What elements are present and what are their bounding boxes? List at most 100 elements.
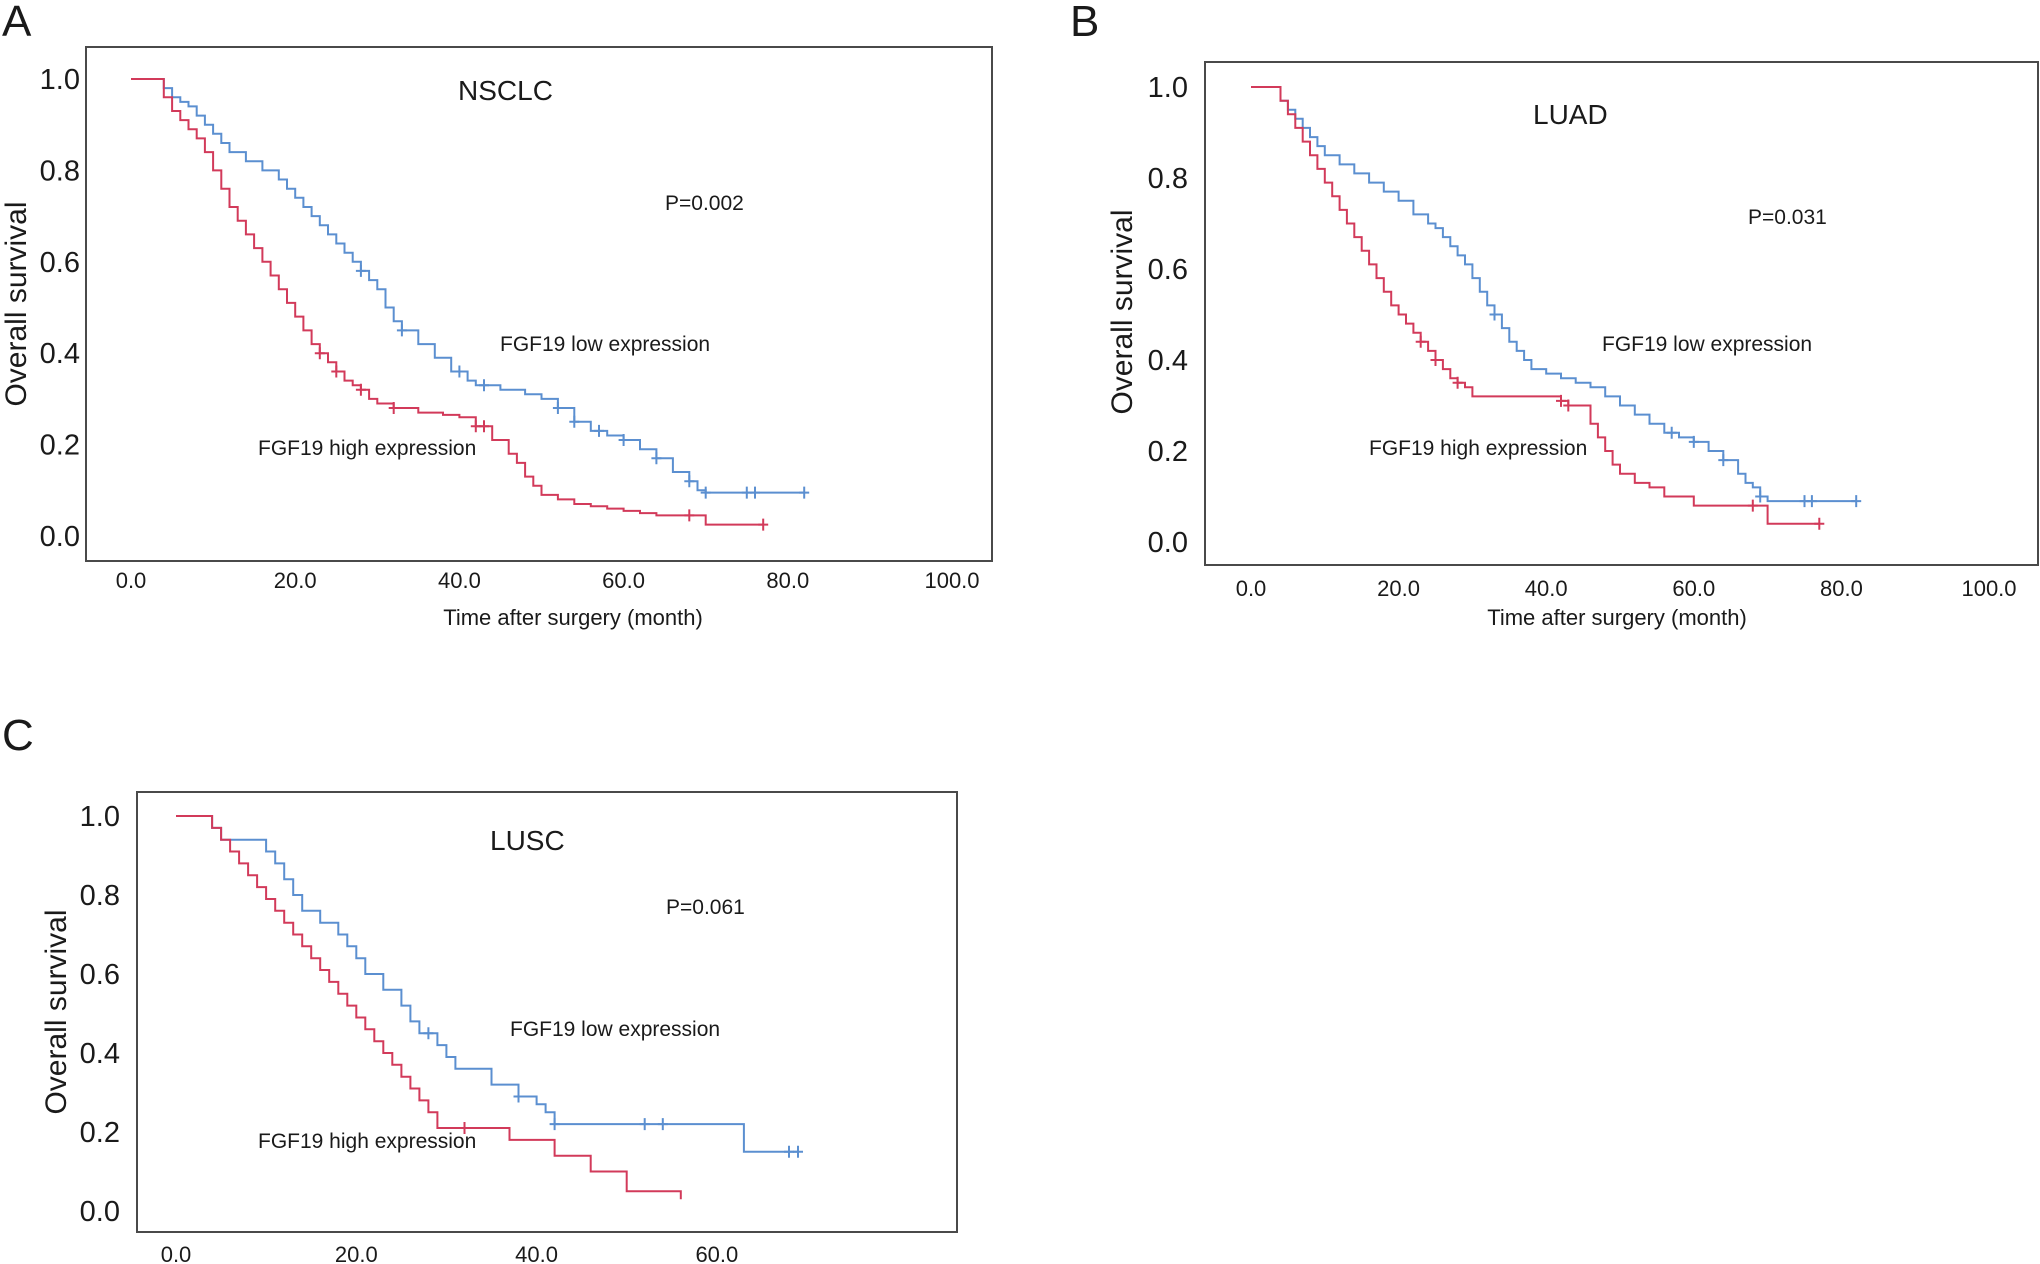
- chart-title-a: NSCLC: [458, 75, 553, 106]
- series-label-high-c: FGF19 high expression: [258, 1130, 476, 1153]
- y-tick-label: 0.0: [1148, 527, 1188, 559]
- x-tick-label: 100.0: [924, 568, 979, 593]
- y-ticks-c: 0.0 0.2 0.4 0.6 0.8 1.0: [80, 801, 120, 1228]
- series-label-low-c: FGF19 low expression: [510, 1018, 720, 1041]
- censor-mark-high: [388, 402, 399, 414]
- km-curve-low: [131, 78, 805, 494]
- panel-c: C 0.0 0.2 0.4 0.6 0.8 1.0 0.0 20.0 40.0 60.0 LUS…: [2, 711, 958, 1264]
- chart-title-b: LUAD: [1533, 99, 1608, 130]
- plot-frame-b: [1204, 61, 2039, 566]
- x-tick-label: 80.0: [1820, 576, 1863, 601]
- plot-frame-c: [136, 791, 958, 1233]
- censor-mark-low: [552, 402, 563, 414]
- censor-mark-high: [1430, 354, 1441, 366]
- p-value-c: P=0.061: [666, 896, 745, 919]
- censor-mark-high: [1747, 499, 1758, 512]
- censor-mark-high: [331, 365, 342, 378]
- censor-mark-high: [1814, 517, 1825, 530]
- censor-mark-low: [1851, 495, 1862, 508]
- x-tick-label: 40.0: [438, 568, 481, 593]
- chart-title-c: LUSC: [490, 825, 565, 856]
- x-tick-label: 60.0: [1672, 576, 1715, 601]
- censor-mark-low: [479, 379, 489, 392]
- x-tick-label: 60.0: [602, 568, 645, 593]
- censor-mark-low: [594, 424, 604, 437]
- km-curve-high: [131, 78, 764, 526]
- censor-mark-low: [700, 486, 711, 499]
- censor-mark-high: [1556, 394, 1566, 407]
- censor-mark-low: [513, 1090, 524, 1103]
- x-axis-label-b: Time after surgery (month): [1487, 605, 1747, 630]
- series-label-low-b: FGF19 low expression: [1602, 333, 1812, 356]
- censor-mark-high: [1415, 335, 1426, 348]
- censor-mark-low: [657, 1118, 668, 1131]
- x-tick-label: 80.0: [766, 568, 809, 593]
- curves-c: [176, 815, 803, 1200]
- censor-mark-high: [1563, 399, 1574, 412]
- y-axis-label-b: Overall survival: [1106, 209, 1139, 414]
- y-ticks-a: 0.0 0.2 0.4 0.6 0.8 1.0: [40, 64, 80, 553]
- series-label-low-a: FGF19 low expression: [500, 333, 710, 356]
- censor-mark-low: [454, 365, 465, 378]
- censor-mark-low: [618, 434, 629, 446]
- x-tick-label: 0.0: [1236, 576, 1267, 601]
- censor-mark-low: [1718, 454, 1729, 467]
- y-tick-label: 0.6: [40, 247, 80, 279]
- censor-mark-low: [684, 475, 695, 488]
- km-curve-high: [176, 815, 682, 1200]
- x-tick-label: 20.0: [1377, 576, 1420, 601]
- censor-mark-high: [459, 1122, 470, 1134]
- censor-mark-low: [639, 1118, 650, 1131]
- x-tick-label: 100.0: [1961, 576, 2016, 601]
- censor-mark-high: [758, 518, 769, 531]
- censor-mark-low: [1666, 426, 1677, 439]
- y-tick-label: 0.8: [80, 880, 120, 912]
- censor-mark-low: [1806, 495, 1817, 508]
- x-tick-label: 40.0: [515, 1242, 558, 1264]
- panel-a: A 0.0 0.2 0.4 0.6 0.8 1.0 0.0 20.0 40.0 60.0 80.0…: [0, 0, 993, 630]
- x-tick-label: 0.0: [116, 568, 147, 593]
- km-curve-low: [176, 815, 798, 1153]
- y-tick-label: 0.4: [40, 338, 80, 370]
- series-label-high-b: FGF19 high expression: [1369, 437, 1587, 460]
- y-axis-label-c: Overall survival: [40, 909, 73, 1114]
- y-tick-label: 1.0: [40, 64, 80, 96]
- censor-mark-low: [784, 1145, 794, 1158]
- panel-letter-b: B: [1070, 0, 1099, 46]
- censor-mark-low: [355, 264, 366, 277]
- y-tick-label: 0.4: [80, 1038, 120, 1070]
- censor-mark-low: [423, 1027, 434, 1040]
- curves-b: [1251, 86, 1862, 530]
- plot-frame-a: [85, 46, 993, 562]
- series-label-high-a: FGF19 high expression: [258, 437, 476, 460]
- y-ticks-b: 0.0 0.2 0.4 0.6 0.8 1.0: [1148, 72, 1188, 559]
- y-tick-label: 1.0: [80, 801, 120, 833]
- y-tick-label: 0.6: [80, 959, 120, 991]
- x-ticks-c: 0.0 20.0 40.0 60.0: [161, 1242, 739, 1264]
- censor-mark-high: [479, 420, 489, 433]
- x-tick-label: 40.0: [1525, 576, 1568, 601]
- y-tick-label: 0.2: [40, 430, 80, 462]
- y-tick-label: 0.4: [1148, 345, 1188, 377]
- x-ticks-b: 0.0 20.0 40.0 60.0 80.0 100.0: [1236, 576, 2017, 601]
- p-value-b: P=0.031: [1748, 206, 1827, 229]
- x-ticks-a: 0.0 20.0 40.0 60.0 80.0 100.0: [116, 568, 980, 593]
- censor-mark-high: [314, 347, 325, 360]
- p-value-a: P=0.002: [665, 192, 744, 215]
- y-tick-label: 0.2: [80, 1117, 120, 1149]
- x-tick-label: 0.0: [161, 1242, 192, 1264]
- censor-mark-high: [684, 509, 695, 522]
- x-axis-label-a: Time after surgery (month): [443, 605, 703, 630]
- censor-mark-low: [1489, 308, 1500, 321]
- censor-mark-high: [355, 383, 366, 396]
- x-tick-label: 60.0: [695, 1242, 738, 1264]
- y-tick-label: 0.6: [1148, 254, 1188, 286]
- censor-mark-low: [793, 1145, 803, 1158]
- censor-mark-high: [1452, 376, 1463, 389]
- y-axis-label-a: Overall survival: [0, 201, 33, 406]
- x-tick-label: 20.0: [274, 568, 317, 593]
- y-tick-label: 0.8: [40, 155, 80, 187]
- censor-mark-low: [750, 486, 760, 499]
- censor-mark-low: [549, 1118, 560, 1131]
